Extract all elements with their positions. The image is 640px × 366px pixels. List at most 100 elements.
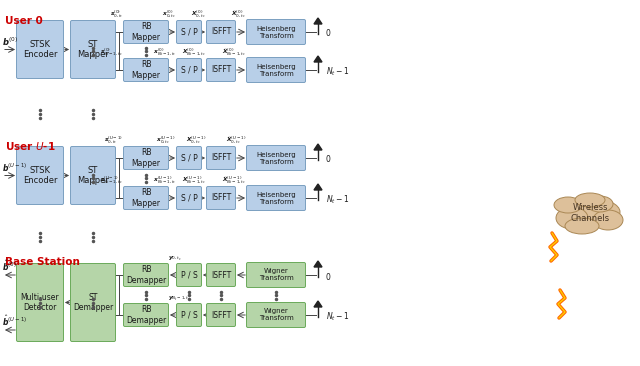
Text: Heisenberg
Transform: Heisenberg Transform bbox=[256, 63, 296, 76]
FancyBboxPatch shape bbox=[70, 146, 115, 205]
FancyBboxPatch shape bbox=[70, 20, 115, 78]
Text: ISFFT: ISFFT bbox=[211, 66, 231, 75]
FancyBboxPatch shape bbox=[246, 186, 305, 210]
Text: RB
Demapper: RB Demapper bbox=[126, 265, 166, 285]
FancyBboxPatch shape bbox=[246, 57, 305, 82]
FancyBboxPatch shape bbox=[17, 264, 63, 341]
Text: P / S: P / S bbox=[180, 270, 197, 280]
Text: RB
Mapper: RB Mapper bbox=[131, 22, 161, 42]
Text: S / P: S / P bbox=[180, 27, 197, 37]
Text: ISFFT: ISFFT bbox=[211, 153, 231, 163]
Text: $N_t-1$: $N_t-1$ bbox=[326, 66, 349, 78]
Text: $\boldsymbol{x}^{(0)}_{N_t-1,t_c}$: $\boldsymbol{x}^{(0)}_{N_t-1,t_c}$ bbox=[153, 46, 176, 58]
Text: $\hat{\boldsymbol{b}}^{(U-1)}$: $\hat{\boldsymbol{b}}^{(U-1)}$ bbox=[2, 314, 27, 328]
Text: ST
Mapper: ST Mapper bbox=[77, 166, 109, 185]
Text: $\boldsymbol{X}^{(0)}_{N_t-1,t_c}$: $\boldsymbol{X}^{(0)}_{N_t-1,t_c}$ bbox=[182, 46, 206, 58]
Text: Multi-user
Detector: Multi-user Detector bbox=[20, 293, 60, 312]
Text: $\boldsymbol{x}^{(U-1)}_{0,t_c}$: $\boldsymbol{x}^{(U-1)}_{0,t_c}$ bbox=[156, 134, 176, 146]
Text: Heisenberg
Transform: Heisenberg Transform bbox=[256, 152, 296, 164]
Text: $\boldsymbol{b}^{(0)}$: $\boldsymbol{b}^{(0)}$ bbox=[2, 35, 18, 48]
FancyBboxPatch shape bbox=[177, 264, 202, 287]
FancyBboxPatch shape bbox=[207, 59, 236, 82]
Text: $\boldsymbol{b}^{(U-1)}$: $\boldsymbol{b}^{(U-1)}$ bbox=[2, 161, 27, 173]
FancyBboxPatch shape bbox=[246, 146, 305, 171]
FancyBboxPatch shape bbox=[177, 59, 202, 82]
Text: 0: 0 bbox=[326, 156, 331, 164]
Text: $N_t-1$: $N_t-1$ bbox=[326, 311, 349, 323]
Text: S / P: S / P bbox=[180, 153, 197, 163]
Text: ISFFT: ISFFT bbox=[211, 194, 231, 202]
Text: $\boldsymbol{X}^{(0)}_{0,t_c}$: $\boldsymbol{X}^{(0)}_{0,t_c}$ bbox=[191, 8, 206, 20]
FancyBboxPatch shape bbox=[246, 262, 305, 288]
Text: User $U$-1: User $U$-1 bbox=[5, 140, 56, 152]
FancyBboxPatch shape bbox=[124, 59, 168, 82]
Text: $\tilde{\boldsymbol{X}}^{(U-1)}_{0,t_c}$: $\tilde{\boldsymbol{X}}^{(U-1)}_{0,t_c}$ bbox=[225, 134, 246, 146]
Text: RB
Mapper: RB Mapper bbox=[131, 148, 161, 168]
Text: ST
Demapper: ST Demapper bbox=[73, 293, 113, 312]
Polygon shape bbox=[314, 301, 322, 307]
FancyBboxPatch shape bbox=[124, 264, 168, 287]
Text: Heisenberg
Transform: Heisenberg Transform bbox=[256, 191, 296, 205]
Text: $\tilde{\boldsymbol{X}}^{(0)}_{N_t-1,t_c}$: $\tilde{\boldsymbol{X}}^{(0)}_{N_t-1,t_c… bbox=[222, 46, 246, 58]
Text: RB
Mapper: RB Mapper bbox=[131, 60, 161, 80]
Text: Base Station: Base Station bbox=[5, 257, 80, 267]
Ellipse shape bbox=[587, 196, 613, 212]
Text: 0: 0 bbox=[326, 30, 331, 38]
FancyBboxPatch shape bbox=[124, 20, 168, 44]
Ellipse shape bbox=[560, 198, 620, 226]
Text: $\boldsymbol{s}^{(0)}_{N_t-1,t_c}$: $\boldsymbol{s}^{(0)}_{N_t-1,t_c}$ bbox=[100, 46, 123, 58]
FancyBboxPatch shape bbox=[207, 187, 236, 209]
Text: $\tilde{\boldsymbol{X}}^{(U-1)}_{N_t-1,t_c}$: $\tilde{\boldsymbol{X}}^{(U-1)}_{N_t-1,t… bbox=[222, 174, 246, 186]
FancyBboxPatch shape bbox=[207, 146, 236, 169]
Polygon shape bbox=[314, 184, 322, 190]
FancyBboxPatch shape bbox=[70, 264, 115, 341]
Text: User 0: User 0 bbox=[5, 16, 43, 26]
Text: ISFFT: ISFFT bbox=[211, 270, 231, 280]
Ellipse shape bbox=[556, 207, 588, 229]
FancyBboxPatch shape bbox=[177, 20, 202, 44]
FancyBboxPatch shape bbox=[177, 146, 202, 169]
Text: $\boldsymbol{s}^{(U-1)}_{0,t_c}$: $\boldsymbol{s}^{(U-1)}_{0,t_c}$ bbox=[104, 134, 123, 146]
FancyBboxPatch shape bbox=[17, 20, 63, 78]
Text: Wigner
Transform: Wigner Transform bbox=[259, 269, 293, 281]
Text: S / P: S / P bbox=[180, 194, 197, 202]
Text: $\boldsymbol{s}^{(U-1)}_{N_t-1,t_c}$: $\boldsymbol{s}^{(U-1)}_{N_t-1,t_c}$ bbox=[100, 174, 123, 186]
FancyBboxPatch shape bbox=[177, 303, 202, 326]
Text: Wigner
Transform: Wigner Transform bbox=[259, 309, 293, 321]
Ellipse shape bbox=[554, 197, 582, 213]
Polygon shape bbox=[314, 261, 322, 267]
FancyBboxPatch shape bbox=[207, 303, 236, 326]
Polygon shape bbox=[314, 56, 322, 62]
Text: RB
Demapper: RB Demapper bbox=[126, 305, 166, 325]
Text: $\boldsymbol{x}^{(0)}_{0,t_c}$: $\boldsymbol{x}^{(0)}_{0,t_c}$ bbox=[162, 8, 176, 20]
FancyBboxPatch shape bbox=[207, 20, 236, 44]
FancyBboxPatch shape bbox=[207, 264, 236, 287]
FancyBboxPatch shape bbox=[17, 146, 63, 205]
Text: $\boldsymbol{s}^{(0)}_{0,t_c}$: $\boldsymbol{s}^{(0)}_{0,t_c}$ bbox=[109, 8, 123, 20]
Text: $\boldsymbol{x}^{(U-1)}_{N_t-1,t_c}$: $\boldsymbol{x}^{(U-1)}_{N_t-1,t_c}$ bbox=[153, 174, 176, 186]
Text: ISFFT: ISFFT bbox=[211, 310, 231, 320]
FancyBboxPatch shape bbox=[177, 187, 202, 209]
Text: $\boldsymbol{y}_{N_t-1,t_c}$: $\boldsymbol{y}_{N_t-1,t_c}$ bbox=[168, 295, 191, 303]
Ellipse shape bbox=[575, 193, 605, 207]
Text: 0: 0 bbox=[326, 273, 331, 281]
Text: ISFFT: ISFFT bbox=[211, 27, 231, 37]
FancyBboxPatch shape bbox=[124, 303, 168, 326]
Polygon shape bbox=[314, 144, 322, 150]
Text: $\boldsymbol{X}^{(U-1)}_{0,t_c}$: $\boldsymbol{X}^{(U-1)}_{0,t_c}$ bbox=[186, 134, 206, 146]
FancyBboxPatch shape bbox=[246, 19, 305, 45]
Text: ST
Mapper: ST Mapper bbox=[77, 40, 109, 59]
Ellipse shape bbox=[565, 218, 599, 234]
FancyBboxPatch shape bbox=[246, 303, 305, 328]
Text: P / S: P / S bbox=[180, 310, 197, 320]
Ellipse shape bbox=[593, 210, 623, 230]
Text: $N_t-1$: $N_t-1$ bbox=[326, 194, 349, 206]
Text: Wireless
Channels: Wireless Channels bbox=[570, 203, 609, 223]
Text: RB
Mapper: RB Mapper bbox=[131, 188, 161, 208]
Text: STSK
Encoder: STSK Encoder bbox=[23, 166, 57, 185]
Text: $\hat{\boldsymbol{b}}^{(0)}$: $\hat{\boldsymbol{b}}^{(0)}$ bbox=[2, 258, 17, 273]
Text: S / P: S / P bbox=[180, 66, 197, 75]
Text: STSK
Encoder: STSK Encoder bbox=[23, 40, 57, 59]
Text: $\boldsymbol{y}_{0,t_c}$: $\boldsymbol{y}_{0,t_c}$ bbox=[168, 254, 182, 263]
Polygon shape bbox=[314, 18, 322, 24]
